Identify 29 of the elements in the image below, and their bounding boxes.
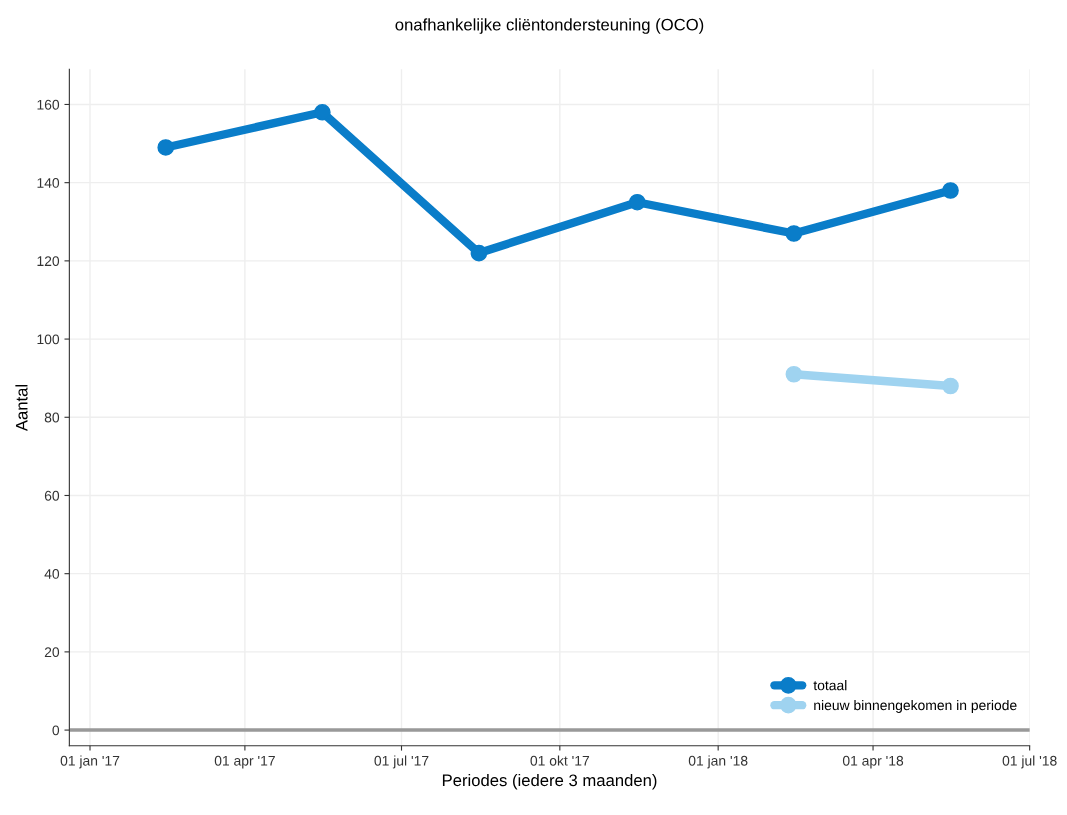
legend-label: totaal <box>813 680 847 691</box>
x-tick-label: 01 apr '18 <box>842 755 904 769</box>
x-tick-label: 01 jan '18 <box>688 755 748 769</box>
point <box>942 377 959 395</box>
point <box>785 365 803 383</box>
y-tick-label: 140 <box>37 178 60 188</box>
x-tick-label: 01 apr '17 <box>214 755 275 769</box>
point <box>157 139 175 156</box>
point <box>314 103 331 121</box>
y-tick-label: 100 <box>37 334 60 345</box>
x-tick-label: 01 okt '17 <box>530 755 590 766</box>
x-tick-label: 01 jan '17 <box>60 755 120 769</box>
point <box>628 193 646 211</box>
y-tick-label: 120 <box>37 256 60 267</box>
legend-label: nieuw binnengekomen in periode <box>814 699 1017 713</box>
chart-title: onafhankelijke cliëntondersteuning (OCO) <box>395 18 704 34</box>
y-tick-label: 60 <box>44 490 60 501</box>
y-tick-label: 20 <box>44 647 60 658</box>
y-axis-title: Aantal <box>15 384 28 432</box>
y-tick-label: 80 <box>44 412 60 423</box>
y-tick-label: 0 <box>52 725 60 736</box>
y-tick-label: 40 <box>44 569 60 579</box>
x-tick-label: 01 jul '18 <box>1002 755 1057 769</box>
point <box>785 225 803 242</box>
point <box>942 182 959 199</box>
x-axis-title: Periodes (iedere 3 maanden) <box>442 773 657 790</box>
x-tick-label: 01 jul '17 <box>374 755 429 769</box>
y-tick-label: 160 <box>37 99 60 110</box>
point <box>470 244 488 262</box>
